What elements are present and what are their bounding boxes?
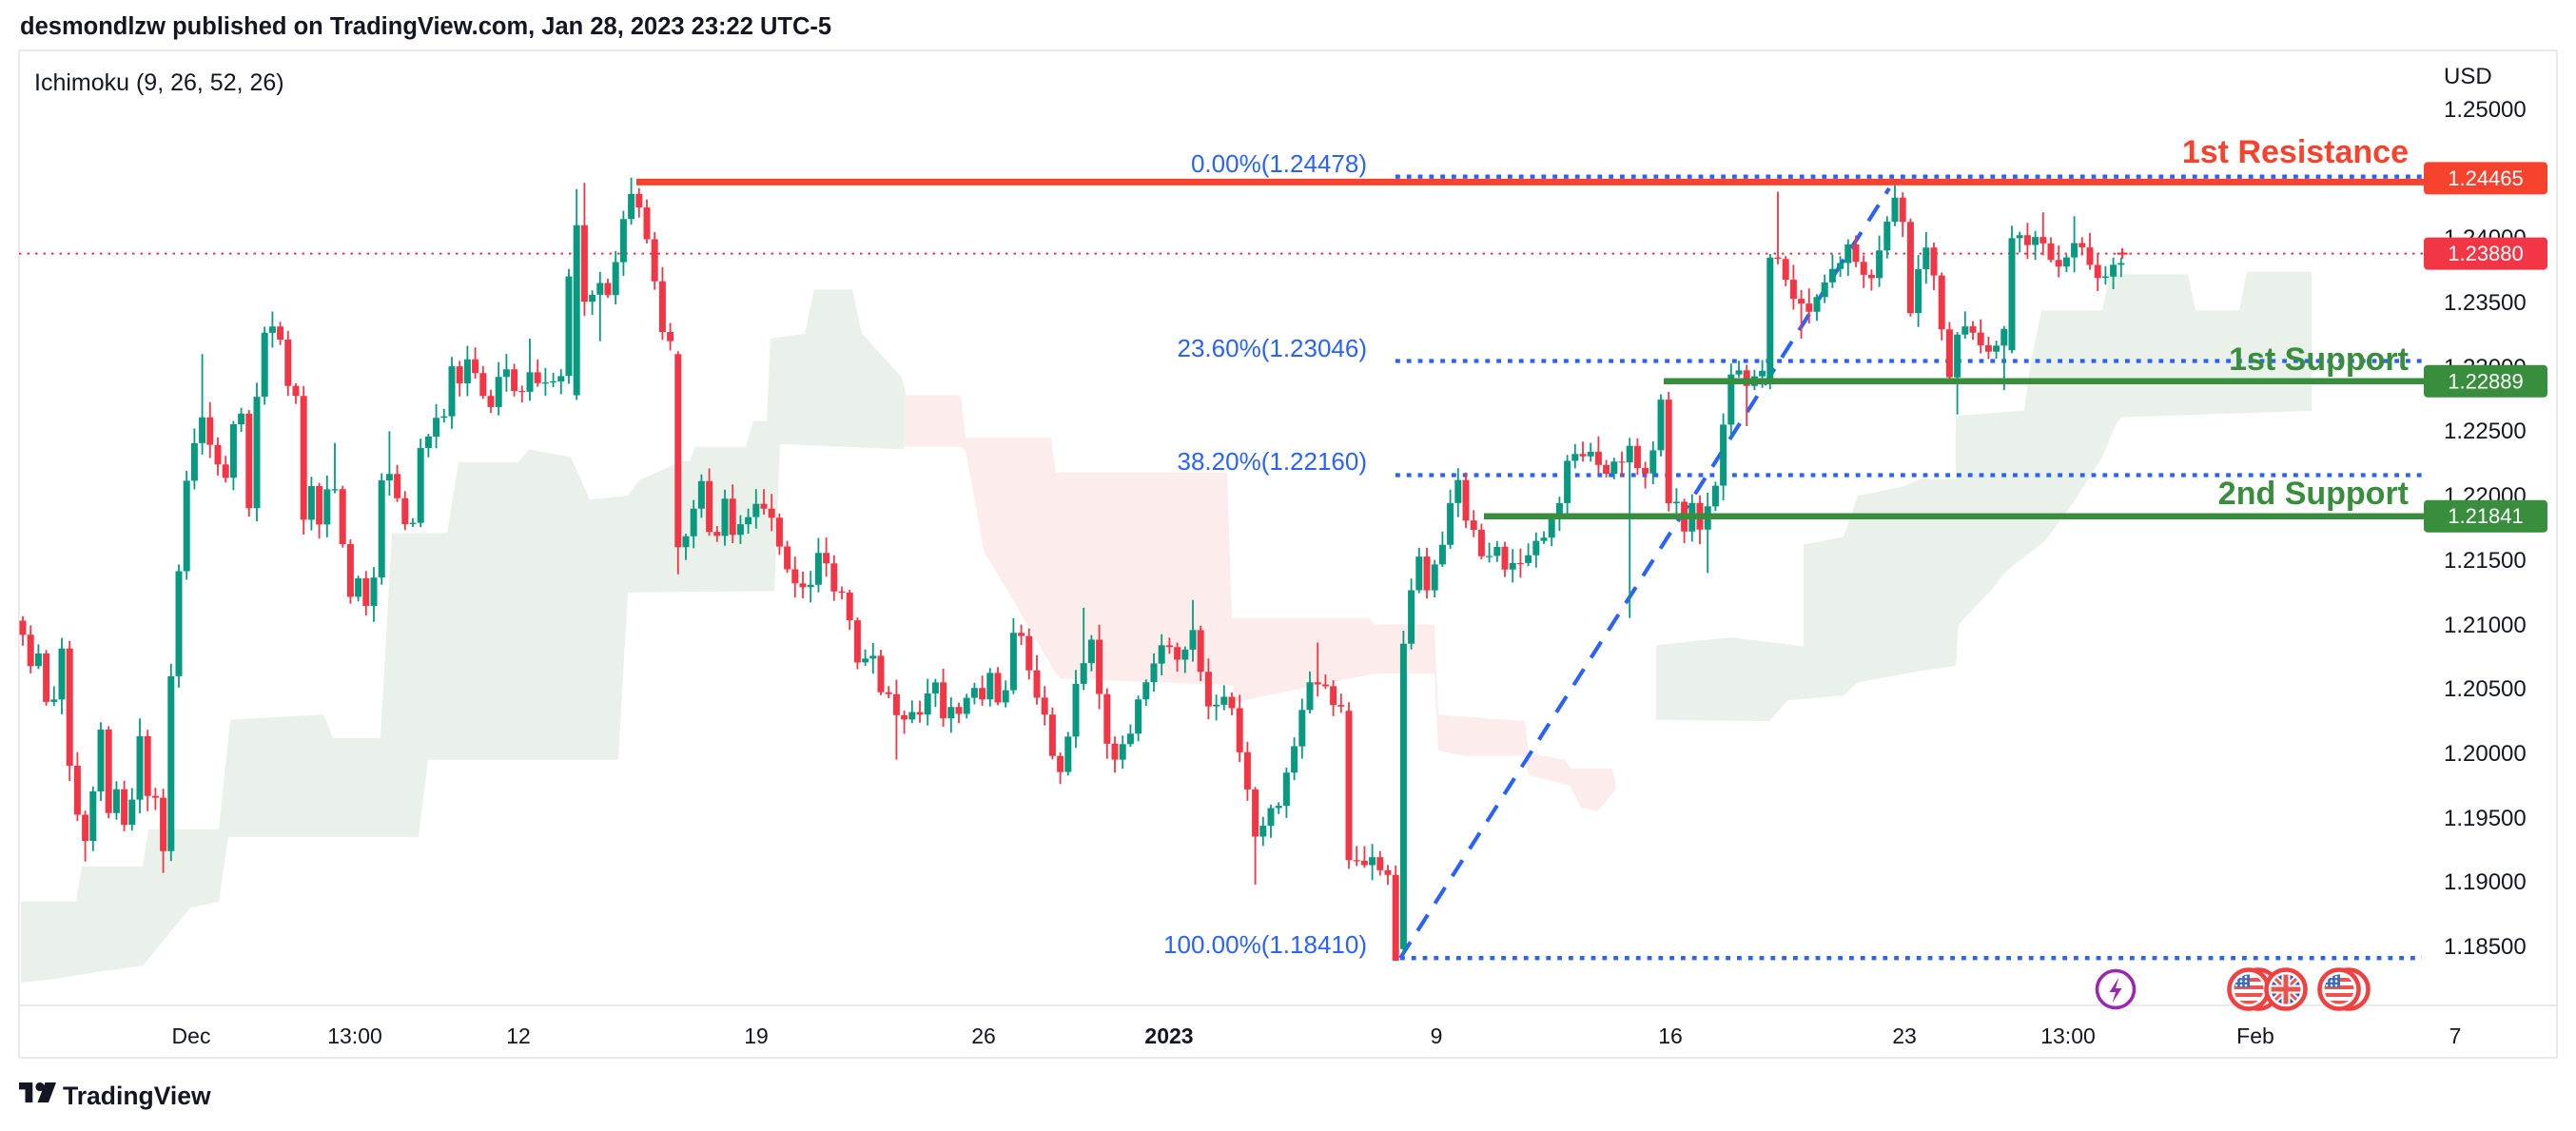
svg-text:38.20%(1.22160): 38.20%(1.22160) (1178, 447, 1367, 476)
svg-text:Dec: Dec (172, 1024, 211, 1048)
svg-text:1.22889: 1.22889 (2448, 369, 2524, 393)
svg-text:1.19000: 1.19000 (2444, 869, 2527, 895)
svg-text:1.23500: 1.23500 (2444, 290, 2527, 316)
svg-text:7: 7 (2449, 1024, 2462, 1048)
svg-text:1.20000: 1.20000 (2444, 741, 2527, 767)
svg-text:13:00: 13:00 (327, 1024, 382, 1048)
svg-text:26: 26 (971, 1024, 996, 1048)
svg-text:2023: 2023 (1144, 1024, 1193, 1048)
svg-text:1.19500: 1.19500 (2444, 806, 2527, 831)
svg-text:0.00%(1.24478): 0.00%(1.24478) (1191, 149, 1367, 178)
svg-text:Feb: Feb (2236, 1024, 2274, 1048)
svg-text:1.20500: 1.20500 (2444, 676, 2527, 702)
svg-text:1.23880: 1.23880 (2448, 242, 2524, 265)
svg-text:100.00%(1.18410): 100.00%(1.18410) (1163, 930, 1367, 959)
svg-text:1.21841: 1.21841 (2448, 504, 2524, 528)
svg-text:1st Support: 1st Support (2229, 341, 2409, 378)
svg-text:16: 16 (1658, 1024, 1683, 1048)
svg-text:1.25000: 1.25000 (2444, 97, 2527, 123)
svg-text:1.22500: 1.22500 (2444, 419, 2527, 444)
svg-text:TradingView: TradingView (63, 1082, 211, 1110)
svg-text:19: 19 (744, 1024, 769, 1048)
svg-text:13:00: 13:00 (2040, 1024, 2096, 1048)
svg-text:1st Resistance: 1st Resistance (2182, 134, 2409, 170)
svg-text:2nd Support: 2nd Support (2218, 476, 2409, 512)
svg-text:1.18500: 1.18500 (2444, 934, 2527, 960)
svg-text:12: 12 (506, 1024, 531, 1048)
svg-text:1.24465: 1.24465 (2448, 166, 2524, 190)
svg-text:Ichimoku (9, 26, 52, 26): Ichimoku (9, 26, 52, 26) (34, 69, 284, 96)
svg-text:1.21500: 1.21500 (2444, 548, 2527, 574)
svg-text:desmondlzw published on Tradin: desmondlzw published on TradingView.com,… (20, 13, 831, 40)
svg-text:1.21000: 1.21000 (2444, 613, 2527, 638)
svg-text:USD: USD (2444, 64, 2492, 89)
svg-text:9: 9 (1431, 1024, 1443, 1048)
svg-text:23.60%(1.23046): 23.60%(1.23046) (1178, 334, 1367, 362)
svg-text:23: 23 (1892, 1024, 1917, 1048)
